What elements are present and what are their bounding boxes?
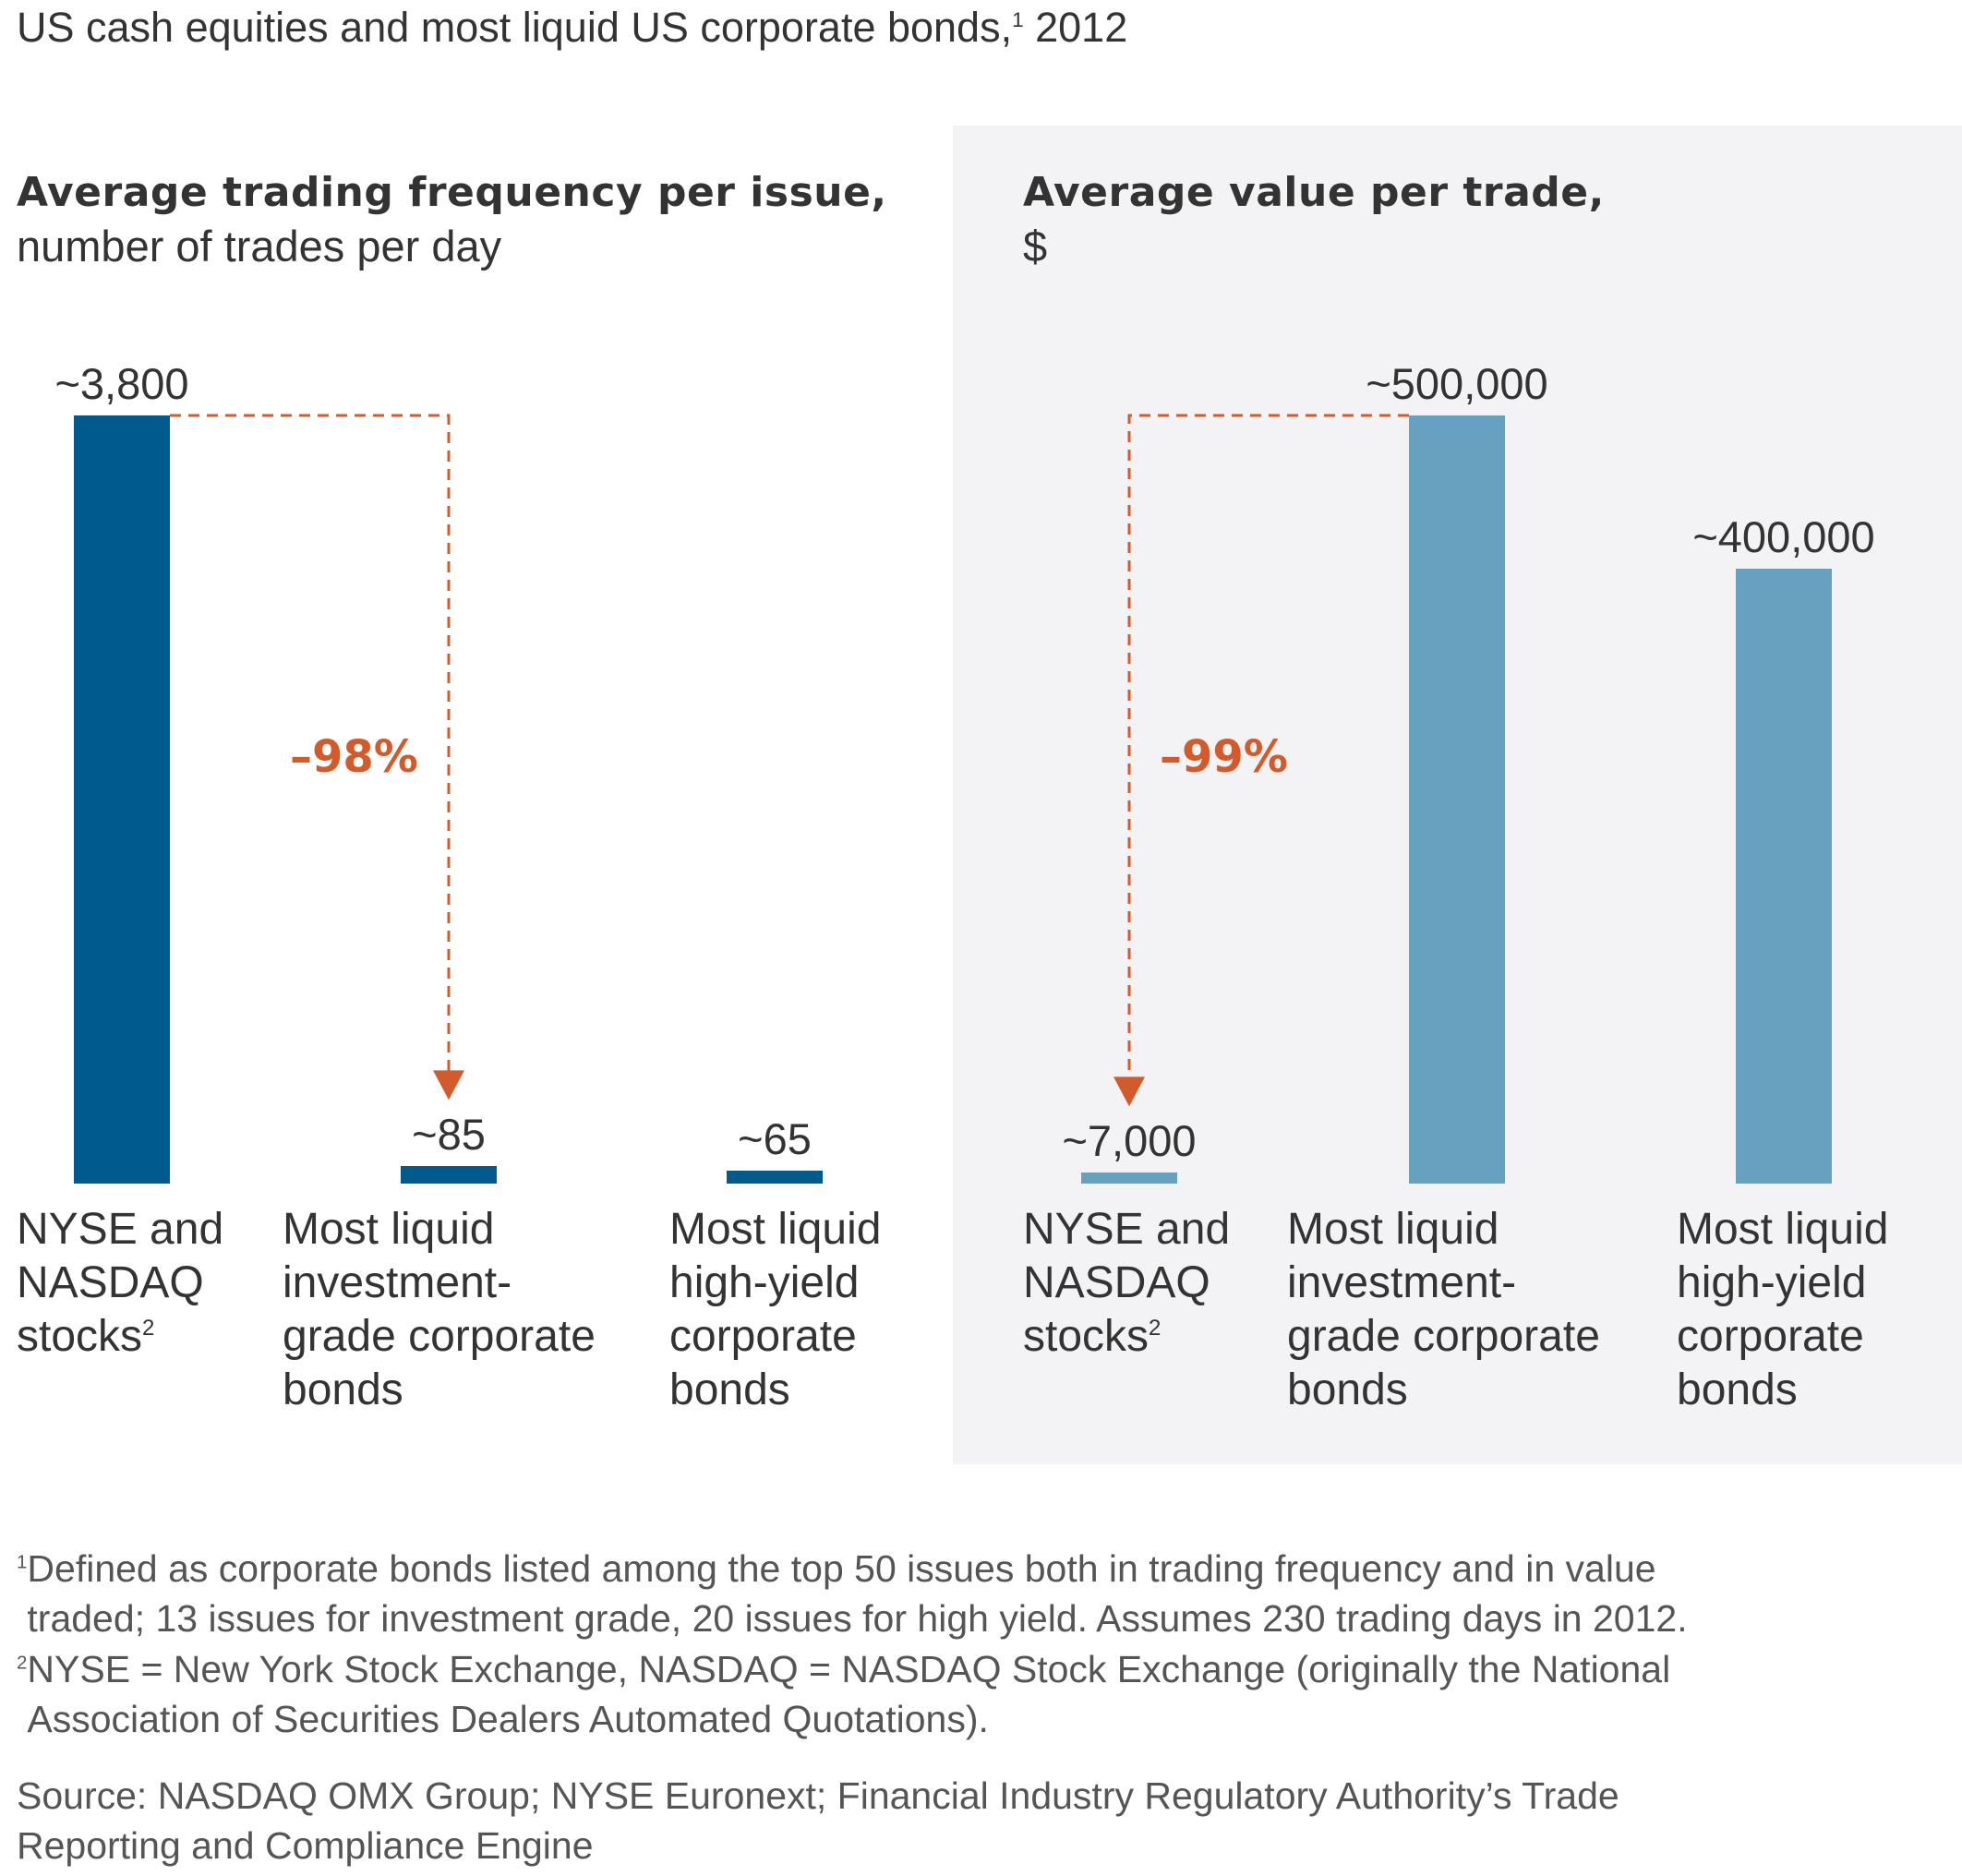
data-label: ~65 xyxy=(738,1113,812,1163)
bar xyxy=(1736,569,1832,1184)
footnote-line: traded; 13 issues for investment grade, … xyxy=(27,1597,1688,1640)
right-chart-subtitle: $ xyxy=(1023,222,1048,271)
footnote-line: NYSE = New York Stock Exchange, NASDAQ =… xyxy=(27,1648,1671,1690)
bar xyxy=(727,1170,823,1184)
data-label: ~3,800 xyxy=(54,359,189,408)
title-year: 2012 xyxy=(1035,4,1128,51)
footnote-mark: 2 xyxy=(17,1652,28,1674)
left-chart-header: Average trading frequency per issue, num… xyxy=(17,164,887,273)
category-label: NYSE and NASDAQ stocks2 xyxy=(17,1205,224,1361)
dashed-connector xyxy=(170,414,451,1073)
bar xyxy=(401,1166,497,1184)
bar xyxy=(1409,415,1505,1184)
category-label: Most liquid high-yield corporate bonds xyxy=(1677,1205,1889,1414)
arrow-down-icon xyxy=(433,1070,464,1100)
footnote-line: Defined as corporate bonds listed among … xyxy=(27,1547,1656,1590)
left-chart-subtitle: number of trades per day xyxy=(17,222,502,271)
footnote-1: 1Defined as corporate bonds listed among… xyxy=(17,1544,1688,1643)
category-label: Most liquid investment-grade corporate bon… xyxy=(1287,1205,1600,1414)
footnote-mark: 1 xyxy=(17,1551,28,1573)
data-label: ~500,000 xyxy=(1366,359,1548,408)
right-change-annotation: –99% xyxy=(1160,731,1288,783)
source-line: Reporting and Compliance Engine xyxy=(17,1824,594,1867)
source-note: Source: NASDAQ OMX Group; NYSE Euronext;… xyxy=(17,1771,1619,1870)
left-chart-title: Average trading frequency per issue, xyxy=(17,169,887,216)
source-line: Source: NASDAQ OMX Group; NYSE Euronext;… xyxy=(17,1774,1619,1817)
bar xyxy=(74,415,170,1184)
category-label: Most liquid high-yield corporate bonds xyxy=(669,1205,882,1414)
dashed-connector xyxy=(1127,414,1409,1079)
bar xyxy=(1081,1172,1177,1184)
category-label: NYSE and NASDAQ stocks2 xyxy=(1023,1205,1231,1361)
title-footnote-ref: 1 xyxy=(1012,8,1024,31)
data-label: ~85 xyxy=(412,1110,486,1160)
chart-title: US cash equities and most liquid US corp… xyxy=(17,4,1127,52)
right-chart-header: Average value per trade, $ xyxy=(1023,164,1605,273)
category-label: Most liquid investment-grade corporate bon… xyxy=(283,1205,596,1414)
arrow-down-icon xyxy=(1113,1076,1145,1107)
data-label: ~7,000 xyxy=(1062,1116,1197,1166)
footnote-line: Association of Securities Dealers Automa… xyxy=(27,1698,989,1740)
footnote-2: 2NYSE = New York Stock Exchange, NASDAQ … xyxy=(17,1644,1670,1744)
right-chart-title: Average value per trade, xyxy=(1023,169,1605,216)
title-text: US cash equities and most liquid US corp… xyxy=(17,4,1013,51)
left-change-annotation: –98% xyxy=(290,731,418,783)
data-label: ~400,000 xyxy=(1692,512,1875,562)
